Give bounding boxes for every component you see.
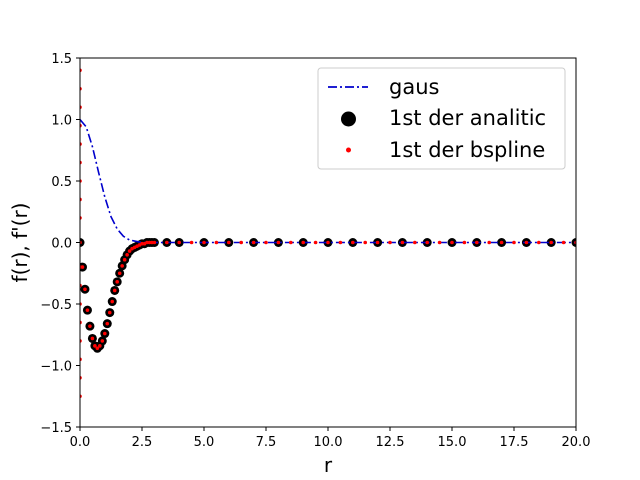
bspline-point [125, 253, 129, 257]
x-tick-label: 5.0 [194, 435, 215, 450]
legend-label-bspline: 1st der bspline [389, 138, 545, 162]
bspline-point [289, 240, 293, 245]
bspline-point [93, 344, 97, 348]
y-tick-label: −1.0 [40, 360, 72, 375]
bspline-point [239, 240, 243, 245]
bspline-point [80, 265, 85, 269]
bspline-point [117, 271, 122, 276]
bspline-point [338, 240, 343, 245]
analitic-point [80, 238, 85, 247]
bspline-point [115, 280, 119, 284]
bspline-point [100, 339, 105, 343]
bspline-point [140, 241, 144, 246]
bspline-point [351, 240, 355, 245]
bspline-point [499, 240, 504, 245]
bspline-point [90, 336, 95, 341]
bspline-point [214, 240, 219, 245]
bspline-point [537, 240, 541, 245]
legend-label-gaus: gaus [389, 75, 439, 99]
x-tick-label: 15.0 [438, 435, 467, 450]
bspline-point [103, 331, 107, 336]
bspline-point [400, 240, 405, 245]
x-tick-label: 2.5 [132, 435, 153, 450]
x-tick-label: 17.5 [500, 435, 529, 450]
bspline-point [112, 288, 117, 293]
legend-label-analitic: 1st der analitic [389, 106, 546, 130]
bspline-point [524, 240, 529, 245]
bspline-point [313, 240, 318, 245]
bspline-point [326, 240, 330, 245]
bspline-point [83, 287, 87, 292]
bspline-point [450, 240, 454, 245]
bspline-point [105, 321, 110, 326]
x-axis-title: r [324, 453, 333, 477]
analitic-point [571, 238, 576, 247]
bspline-point [413, 240, 417, 245]
bspline-point [177, 240, 181, 245]
bspline-point [425, 240, 430, 245]
bspline-point [202, 240, 206, 245]
bspline-point [475, 240, 479, 245]
bspline-point [437, 240, 442, 245]
bspline-point [152, 240, 157, 245]
bspline-point [120, 264, 124, 268]
y-tick-label: 0.0 [51, 237, 72, 252]
bspline-point [95, 346, 100, 351]
bspline-point [227, 240, 231, 245]
bspline-point [88, 324, 92, 328]
bspline-point [276, 240, 281, 245]
x-tick-label: 0.0 [70, 435, 91, 450]
y-tick-label: −1.5 [40, 421, 72, 436]
bspline-point [127, 249, 132, 253]
legend-swatch-analitic [341, 111, 356, 127]
bspline-point [301, 240, 306, 245]
y-tick-label: 0.5 [51, 175, 72, 190]
bspline-point [110, 299, 115, 304]
bspline-point [375, 240, 380, 245]
x-tick-label: 10.0 [314, 435, 343, 450]
bspline-point [363, 240, 368, 245]
bspline-point [388, 240, 392, 245]
bspline-point [165, 240, 169, 245]
y-tick-label: −0.5 [40, 298, 72, 313]
bspline-point [462, 240, 467, 245]
x-tick-label: 7.5 [256, 435, 277, 450]
bspline-point [561, 240, 566, 245]
bspline-point [549, 240, 553, 245]
bspline-point [251, 240, 256, 245]
x-axis-ticks: 0.0 2.5 5.0 7.5 10.0 12.5 15.0 17.5 20.0 [70, 427, 591, 450]
bspline-point [147, 240, 152, 245]
legend-swatch-bspline [346, 147, 351, 153]
legend-box [317, 67, 566, 170]
y-tick-label: 1.5 [51, 52, 72, 67]
bspline-point [264, 240, 268, 245]
bspline-point [145, 240, 149, 245]
bspline-point [122, 257, 127, 262]
y-axis-title: f(r), f'(r) [8, 203, 32, 283]
bspline-point [107, 310, 112, 315]
bspline-point [487, 240, 492, 245]
bspline-point [85, 308, 90, 312]
bspline-point [150, 240, 154, 245]
x-tick-label: 12.5 [376, 435, 405, 450]
x-tick-label: 20.0 [562, 435, 591, 450]
bspline-point [98, 344, 102, 348]
y-tick-label: 1.0 [51, 114, 72, 129]
legend: gaus 1st der analitic 1st der bspline [317, 67, 566, 170]
bspline-point [189, 240, 194, 245]
bspline-point [512, 240, 516, 245]
y-axis-ticks: −1.5 −1.0 −0.5 0.0 0.5 1.0 1.5 [40, 52, 80, 436]
series-layer [80, 68, 576, 399]
